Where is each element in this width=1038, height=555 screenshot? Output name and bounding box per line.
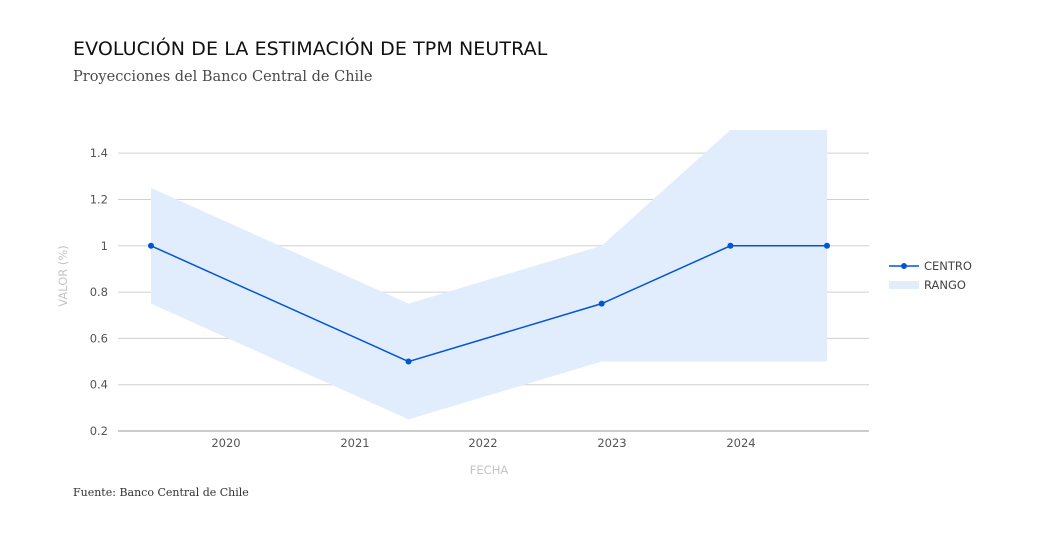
y-axis-title: VALOR (%): [56, 245, 70, 307]
x-axis-ticks: 2020 2021 2022 2023 2024: [211, 436, 755, 450]
legend-label: RANGO: [924, 278, 966, 292]
y-tick-label: 0.4: [90, 378, 108, 392]
y-tick-label: 0.6: [90, 331, 108, 345]
legend-band-symbol: [889, 281, 919, 289]
centro-point: [727, 242, 734, 249]
y-tick-label: 1.4: [90, 146, 108, 160]
range-band-layer: [151, 130, 827, 420]
legend: CENTRO RANGO: [889, 259, 972, 292]
centro-point: [824, 242, 830, 249]
centro-series-layer: [148, 242, 830, 365]
x-axis-title: FECHA: [470, 463, 509, 477]
x-tick-label: 2022: [468, 436, 497, 450]
y-tick-label: 1: [101, 239, 108, 253]
x-tick-label: 2021: [340, 436, 369, 450]
chart-subtitle: Proyecciones del Banco Central de Chile: [73, 69, 373, 85]
legend-marker-symbol: [901, 263, 907, 269]
x-tick-label: 2023: [597, 436, 626, 450]
chart-title: EVOLUCIÓN DE LA ESTIMACIÓN DE TPM NEUTRA…: [73, 38, 548, 60]
centro-point: [405, 358, 412, 365]
source-note: Fuente: Banco Central de Chile: [73, 486, 249, 499]
y-tick-label: 1.2: [90, 192, 108, 206]
x-tick-label: 2020: [211, 436, 240, 450]
legend-label: CENTRO: [924, 259, 972, 273]
centro-point: [148, 242, 154, 249]
centro-point: [598, 300, 605, 307]
y-tick-label: 0.8: [90, 285, 108, 299]
range-band: [151, 130, 827, 420]
y-tick-label: 0.2: [90, 424, 108, 438]
x-tick-label: 2024: [726, 436, 755, 450]
y-axis-ticks: 0.2 0.4 0.6 0.8 1 1.2 1.4: [90, 146, 108, 438]
